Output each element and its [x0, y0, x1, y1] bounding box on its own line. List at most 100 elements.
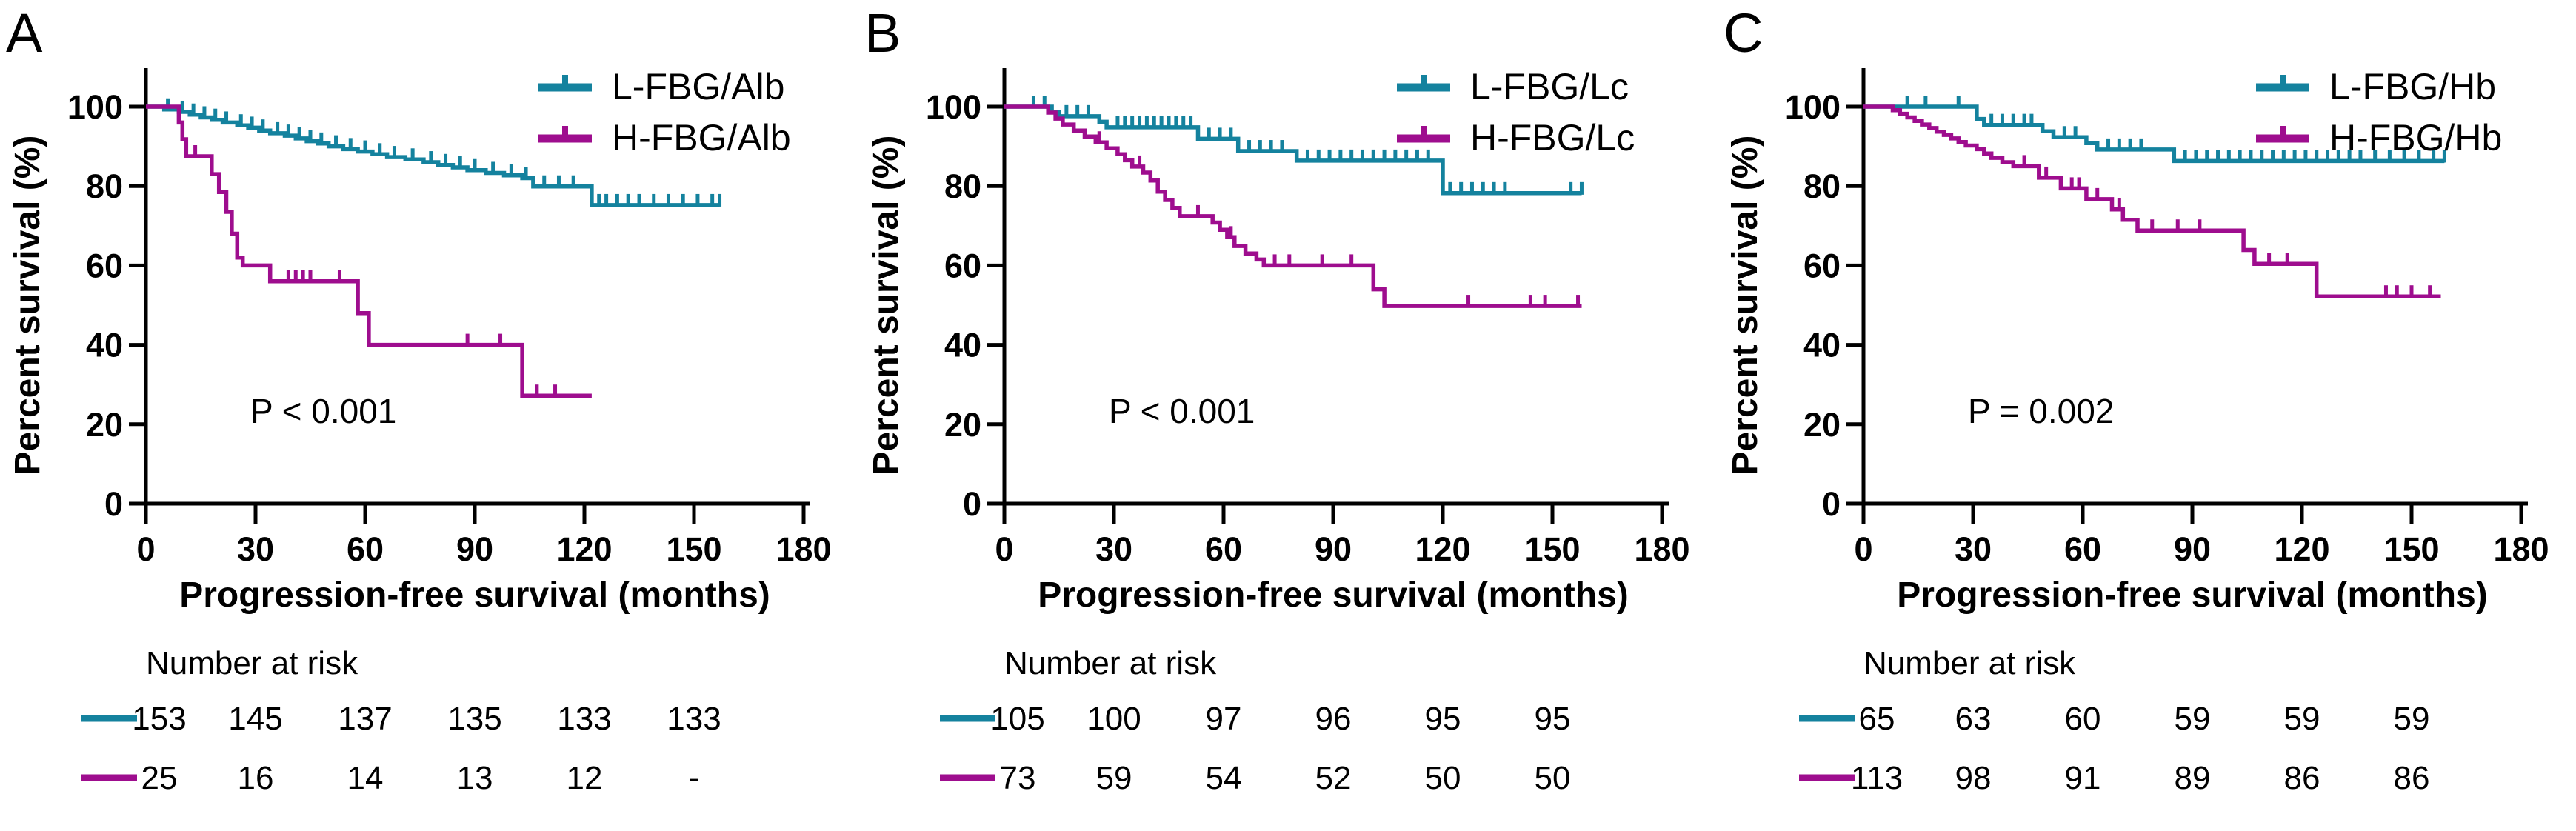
legend-label-low: L-FBG/Lc — [1470, 66, 1629, 107]
risk-count: 54 — [1206, 760, 1242, 796]
y-tick-label: 20 — [1803, 406, 1841, 444]
panel-a: A 0 30 60 90 120 150 180 0 20 40 60 80 100 153 145 137 1… — [0, 0, 858, 831]
y-tick-label: 20 — [86, 406, 123, 444]
y-axis-title: Percent survival (%) — [1726, 135, 1765, 475]
x-tick-label: 180 — [775, 530, 831, 568]
y-tick-label: 20 — [944, 406, 981, 444]
risk-count: 59 — [2175, 701, 2211, 737]
risk-count: 63 — [1955, 701, 1992, 737]
x-tick-label: 150 — [666, 530, 721, 568]
x-tick-label: 30 — [1095, 530, 1132, 568]
y-tick-label: 40 — [944, 327, 981, 364]
risk-count: 133 — [557, 701, 611, 737]
risk-count: 95 — [1535, 701, 1571, 737]
y-tick-label: 80 — [1803, 167, 1841, 205]
risk-count: 98 — [1955, 760, 1992, 796]
risk-count: 96 — [1315, 701, 1352, 737]
risk-count: 100 — [1087, 701, 1141, 737]
x-tick-label: 90 — [2174, 530, 2211, 568]
y-tick-label: 40 — [1803, 327, 1841, 364]
panel-label: A — [6, 2, 43, 64]
y-tick-label: 100 — [1785, 88, 1841, 126]
risk-count: 89 — [2175, 760, 2211, 796]
risk-count: 25 — [141, 760, 178, 796]
risk-count: 97 — [1206, 701, 1242, 737]
p-value: P = 0.002 — [1968, 392, 2115, 430]
x-tick-label: 30 — [1955, 530, 1992, 568]
risk-count: 145 — [228, 701, 282, 737]
km-plot: 0 30 60 90 120 150 180 0 20 40 60 80 100 65 63 60 59 59 59… — [1785, 68, 2549, 796]
x-tick-label: 180 — [2493, 530, 2549, 568]
risk-count: 59 — [1096, 760, 1132, 796]
risk-count: 50 — [1425, 760, 1461, 796]
risk-count: 153 — [132, 701, 186, 737]
x-tick-label: 60 — [2064, 530, 2101, 568]
x-tick-label: 150 — [1524, 530, 1580, 568]
km-curve-l-fbg/hb — [1863, 104, 2445, 164]
x-tick-label: 0 — [136, 530, 155, 568]
panel-b: B 0 30 60 90 120 150 180 0 20 40 60 80 100 105 100 97 96… — [858, 0, 1717, 831]
y-tick-label: 0 — [963, 485, 981, 523]
km-curve-h-fbg/lc — [1004, 104, 1582, 308]
y-tick-label: 60 — [944, 247, 981, 284]
risk-count: 16 — [238, 760, 274, 796]
risk-count: 135 — [447, 701, 501, 737]
y-tick-label: 80 — [86, 167, 123, 205]
risk-count: 86 — [2394, 760, 2430, 796]
x-tick-label: 120 — [2274, 530, 2329, 568]
risk-count: 60 — [2065, 701, 2101, 737]
y-tick-label: 100 — [926, 88, 981, 126]
panel-label: C — [1724, 2, 1764, 64]
y-tick-label: 60 — [86, 247, 123, 284]
panel-label: B — [864, 2, 901, 64]
x-axis-title: Progression-free survival (months) — [179, 575, 770, 615]
legend-label-high: H-FBG/Lc — [1470, 117, 1635, 158]
risk-table-title: Number at risk — [146, 645, 358, 681]
legend-label-high: H-FBG/Alb — [612, 117, 791, 158]
risk-table-title: Number at risk — [1004, 645, 1217, 681]
x-tick-label: 90 — [1315, 530, 1352, 568]
risk-count: 105 — [990, 701, 1044, 737]
y-tick-label: 80 — [944, 167, 981, 205]
risk-count: 14 — [347, 760, 384, 796]
risk-count: 91 — [2065, 760, 2101, 796]
risk-count: 13 — [457, 760, 493, 796]
km-curve-l-fbg/alb — [146, 104, 720, 207]
x-tick-label: 150 — [2383, 530, 2439, 568]
x-tick-label: 120 — [1415, 530, 1470, 568]
panel-c: C 0 30 60 90 120 150 180 0 20 40 60 80 100 65 63 60 59 59… — [1718, 0, 2576, 831]
x-tick-label: 180 — [1634, 530, 1689, 568]
x-tick-label: 120 — [556, 530, 612, 568]
risk-count: 95 — [1425, 701, 1461, 737]
risk-count: 73 — [1000, 760, 1036, 796]
legend-label-low: L-FBG/Alb — [612, 66, 785, 107]
risk-count: 86 — [2284, 760, 2320, 796]
km-curve-h-fbg/hb — [1863, 104, 2441, 298]
x-axis-title: Progression-free survival (months) — [1038, 575, 1629, 615]
risk-count: - — [689, 760, 700, 796]
risk-table-title: Number at risk — [1863, 645, 2076, 681]
risk-count: 52 — [1315, 760, 1352, 796]
y-tick-label: 60 — [1803, 247, 1841, 284]
risk-count: 59 — [2394, 701, 2430, 737]
y-tick-label: 0 — [104, 485, 123, 523]
risk-count: 59 — [2284, 701, 2320, 737]
legend-label-low: L-FBG/Hb — [2329, 66, 2497, 107]
x-tick-label: 60 — [1205, 530, 1242, 568]
x-tick-label: 0 — [995, 530, 1013, 568]
risk-count: 133 — [667, 701, 721, 737]
legend-label-high: H-FBG/Hb — [2329, 117, 2503, 158]
risk-count: 137 — [338, 701, 392, 737]
p-value: P < 0.001 — [1109, 392, 1255, 430]
km-plot: 0 30 60 90 120 150 180 0 20 40 60 80 100 105 100 97 96 95… — [926, 68, 1690, 796]
y-axis-title: Percent survival (%) — [8, 135, 47, 475]
risk-count: 65 — [1859, 701, 1895, 737]
y-axis-title: Percent survival (%) — [867, 135, 906, 475]
x-tick-label: 30 — [237, 530, 274, 568]
risk-count: 50 — [1535, 760, 1571, 796]
y-tick-label: 0 — [1822, 485, 1841, 523]
y-tick-label: 40 — [86, 327, 123, 364]
x-tick-label: 90 — [456, 530, 493, 568]
y-tick-label: 100 — [67, 88, 123, 126]
